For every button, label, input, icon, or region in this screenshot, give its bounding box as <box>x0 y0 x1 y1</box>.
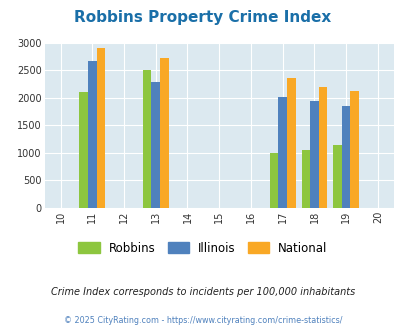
Bar <box>269 153 278 208</box>
Bar <box>151 82 160 208</box>
Text: © 2025 CityRating.com - https://www.cityrating.com/crime-statistics/: © 2025 CityRating.com - https://www.city… <box>64 316 341 325</box>
Bar <box>301 150 309 208</box>
Bar <box>278 97 286 208</box>
Bar <box>350 91 358 208</box>
Text: Crime Index corresponds to incidents per 100,000 inhabitants: Crime Index corresponds to incidents per… <box>51 287 354 297</box>
Bar <box>286 78 295 208</box>
Bar <box>333 145 341 208</box>
Bar <box>88 60 96 208</box>
Bar <box>318 87 326 208</box>
Legend: Robbins, Illinois, National: Robbins, Illinois, National <box>78 242 327 255</box>
Bar <box>143 70 151 208</box>
Bar <box>341 106 350 208</box>
Bar <box>309 101 318 208</box>
Bar <box>160 58 168 208</box>
Text: Robbins Property Crime Index: Robbins Property Crime Index <box>74 10 331 25</box>
Bar <box>96 49 105 208</box>
Bar <box>79 92 88 208</box>
